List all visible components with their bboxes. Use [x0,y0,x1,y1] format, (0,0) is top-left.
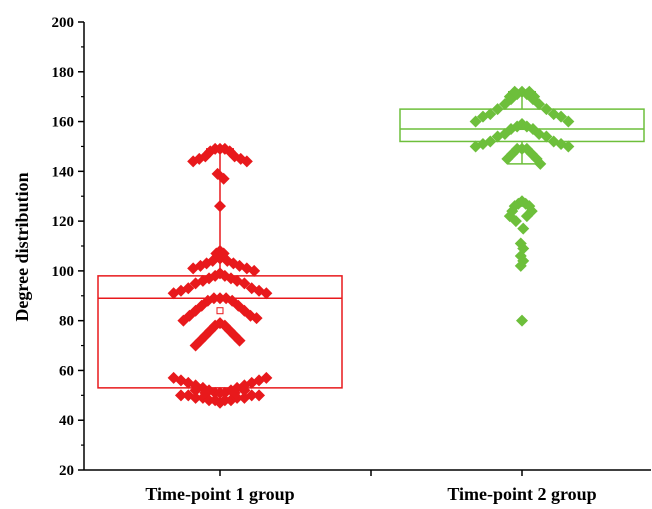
data-point [207,292,220,305]
data-point [517,222,530,235]
data-point [189,391,202,404]
data-point [514,249,527,262]
data-point [508,85,521,98]
data-point [505,123,518,136]
data-point [182,282,195,295]
data-point [206,254,219,267]
data-point [484,135,497,148]
data-point [248,264,261,277]
data-point [523,85,536,98]
data-point [218,394,231,407]
data-point [238,384,251,397]
x-tick-label: Time-point 1 group [145,484,294,504]
data-point [174,389,187,402]
data-point [509,215,522,228]
y-tick-label: 160 [52,115,75,131]
data-point [520,120,533,133]
x-tick-label: Time-point 2 group [447,484,596,504]
box-mean-marker [216,307,224,315]
points [167,85,575,409]
data-point [228,386,241,399]
x-ticks: Time-point 1 group Time-point 2 group [145,470,597,504]
y-tick-label: 180 [52,65,75,81]
data-point [238,277,251,290]
y-tick-label: 20 [59,463,74,479]
data-point [562,140,575,153]
data-point [253,389,266,402]
data-point [555,110,568,123]
data-point [533,98,546,111]
y-tick-label: 120 [52,214,75,230]
data-point [534,157,547,170]
y-tick-label: 140 [52,164,75,180]
data-point [217,247,230,260]
y-tick-label: 200 [52,15,75,31]
axes [83,22,651,471]
y-tick-label: 100 [52,264,75,280]
data-point [217,172,230,185]
data-point [516,118,528,131]
data-point [540,103,553,116]
boxes [97,90,645,404]
data-point [484,108,497,121]
data-point [514,259,527,272]
data-point [562,115,575,128]
data-point [260,371,273,384]
y-tick-label: 80 [59,314,74,330]
data-point [516,314,528,327]
data-point [214,292,226,305]
data-point [491,103,504,116]
data-point [233,334,246,347]
y-ticks: 20 40 60 80 100 120 140 160 180 200 [52,15,84,479]
data-point [520,210,533,223]
y-axis-title: Degree distribution [12,172,32,321]
data-point [240,155,253,168]
data-point [199,386,212,399]
data-point [250,312,263,325]
data-point [540,130,553,143]
y-tick-label: 60 [59,363,74,379]
data-point [189,384,202,397]
data-point [260,287,273,300]
data-point [245,389,258,402]
y-tick-label: 40 [59,413,74,429]
data-point [469,115,482,128]
data-point [214,200,226,213]
